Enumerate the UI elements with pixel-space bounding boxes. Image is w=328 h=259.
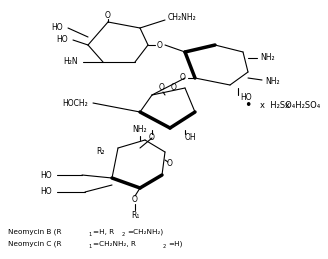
Text: HO: HO bbox=[56, 35, 68, 45]
Text: O: O bbox=[159, 83, 165, 92]
Text: H₂N: H₂N bbox=[63, 57, 78, 67]
Text: 2: 2 bbox=[163, 244, 166, 249]
Text: HO: HO bbox=[40, 188, 52, 197]
Text: NH₂: NH₂ bbox=[133, 126, 147, 134]
Text: O: O bbox=[167, 159, 173, 168]
Text: CH₂NH₂: CH₂NH₂ bbox=[168, 13, 197, 23]
Text: HO: HO bbox=[40, 170, 52, 179]
Text: 1: 1 bbox=[88, 244, 91, 249]
Text: O: O bbox=[157, 40, 163, 49]
Text: =H): =H) bbox=[168, 241, 182, 247]
Text: Neomycin B (R: Neomycin B (R bbox=[8, 229, 62, 235]
Text: R₂: R₂ bbox=[96, 147, 105, 156]
Text: 1: 1 bbox=[88, 233, 91, 238]
Text: Neomycin C (R: Neomycin C (R bbox=[8, 241, 62, 247]
Text: O: O bbox=[132, 196, 138, 205]
Text: NH₂: NH₂ bbox=[260, 54, 275, 62]
Text: O: O bbox=[171, 83, 177, 92]
Text: =CH₂NH₂, R: =CH₂NH₂, R bbox=[93, 241, 136, 247]
Text: O: O bbox=[105, 11, 111, 20]
Text: x  H₂SO₄: x H₂SO₄ bbox=[285, 100, 320, 110]
Text: OH: OH bbox=[185, 133, 196, 142]
Text: HOCH₂: HOCH₂ bbox=[62, 98, 88, 107]
Text: O: O bbox=[180, 74, 186, 83]
Text: NH₂: NH₂ bbox=[265, 77, 280, 87]
Text: =H, R: =H, R bbox=[93, 229, 114, 235]
Text: 2: 2 bbox=[122, 233, 125, 238]
Text: O: O bbox=[149, 133, 155, 142]
Text: HO: HO bbox=[51, 24, 63, 32]
Text: =CH₂NH₂): =CH₂NH₂) bbox=[127, 229, 163, 235]
Text: •: • bbox=[244, 98, 252, 112]
Text: R₁: R₁ bbox=[131, 211, 139, 219]
Text: x  H₂SO₄: x H₂SO₄ bbox=[260, 100, 295, 110]
Text: HO: HO bbox=[240, 93, 252, 103]
